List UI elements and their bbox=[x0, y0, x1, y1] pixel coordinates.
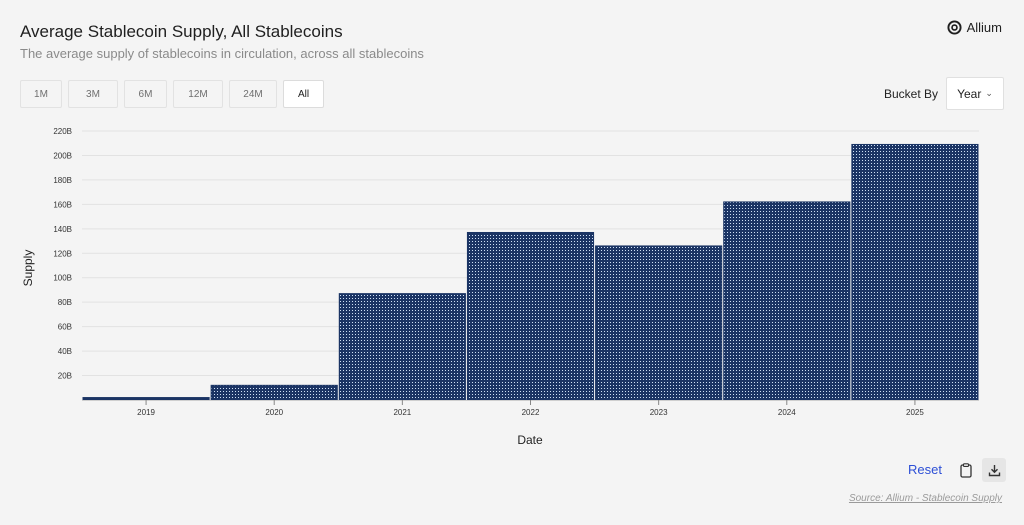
bar-2025[interactable] bbox=[851, 143, 979, 401]
copy-button[interactable] bbox=[954, 458, 978, 482]
x-tick-label: 2024 bbox=[778, 408, 796, 417]
x-tick-label: 2021 bbox=[393, 408, 411, 417]
bucket-by-select[interactable]: Year ⌄ bbox=[946, 77, 1004, 110]
x-tick-label: 2019 bbox=[137, 408, 155, 417]
range-label: 6M bbox=[138, 88, 153, 100]
bucket-by-value: Year bbox=[957, 86, 982, 101]
brand-logo: Allium bbox=[947, 20, 1002, 35]
range-label: 12M bbox=[188, 88, 208, 100]
range-label: 24M bbox=[243, 88, 263, 100]
clipboard-icon bbox=[960, 462, 972, 478]
y-tick-label: 140B bbox=[53, 225, 72, 234]
range-button-3m[interactable]: 3M bbox=[68, 80, 118, 108]
bar-2019[interactable] bbox=[82, 397, 210, 401]
range-button-1m[interactable]: 1M bbox=[20, 80, 62, 108]
y-tick-label: 160B bbox=[53, 200, 72, 209]
x-tick-label: 2025 bbox=[906, 408, 924, 417]
range-label: 3M bbox=[86, 88, 100, 100]
y-tick-label: 80B bbox=[58, 298, 72, 307]
download-button[interactable] bbox=[982, 458, 1006, 482]
y-tick-label: 220B bbox=[53, 127, 72, 136]
y-tick-label: 180B bbox=[53, 176, 72, 185]
source-link[interactable]: Source: Allium - Stablecoin Supply bbox=[848, 493, 1002, 504]
range-button-24m[interactable]: 24M bbox=[229, 80, 277, 108]
axes: 20B 40B 60B 80B 100B 120B 140B 160B 180B 200B 220B… bbox=[53, 127, 979, 417]
bar-2024[interactable] bbox=[723, 201, 851, 401]
allium-logo-icon bbox=[947, 20, 962, 35]
range-button-6m[interactable]: 6M bbox=[124, 80, 167, 108]
x-tick-label: 2020 bbox=[265, 408, 283, 417]
y-axis-label: Supply bbox=[21, 250, 35, 287]
bar-2022[interactable] bbox=[466, 231, 595, 401]
y-tick-label: 20B bbox=[58, 372, 72, 381]
bar-2020[interactable] bbox=[210, 384, 338, 401]
time-range-selector: 1M 3M 6M 12M 24M All bbox=[20, 80, 324, 108]
y-tick-label: 200B bbox=[53, 151, 72, 160]
y-tick-label: 100B bbox=[53, 274, 72, 283]
reset-button[interactable]: Reset bbox=[908, 462, 942, 477]
chevron-down-icon: ⌄ bbox=[985, 88, 993, 98]
y-tick-label: 60B bbox=[58, 323, 72, 332]
x-axis-label: Date bbox=[517, 433, 543, 447]
range-button-all[interactable]: All bbox=[283, 80, 324, 108]
y-tick-label: 40B bbox=[58, 347, 72, 356]
chart-title: Average Stablecoin Supply, All Stablecoi… bbox=[20, 22, 343, 41]
bucket-by-label: Bucket By bbox=[883, 87, 938, 101]
range-button-12m[interactable]: 12M bbox=[173, 80, 223, 108]
y-tick-label: 120B bbox=[53, 249, 72, 258]
range-label: 1M bbox=[34, 88, 48, 100]
chart-subtitle: The average supply of stablecoins in cir… bbox=[20, 46, 424, 61]
range-label: All bbox=[297, 88, 310, 100]
bars bbox=[82, 143, 979, 401]
x-tick-label: 2022 bbox=[522, 408, 540, 417]
bar-2021[interactable] bbox=[338, 293, 466, 401]
x-tick-label: 2023 bbox=[650, 408, 668, 417]
brand-name: Allium bbox=[966, 20, 1002, 35]
bar-2023[interactable] bbox=[595, 245, 723, 401]
download-icon bbox=[988, 464, 1000, 476]
